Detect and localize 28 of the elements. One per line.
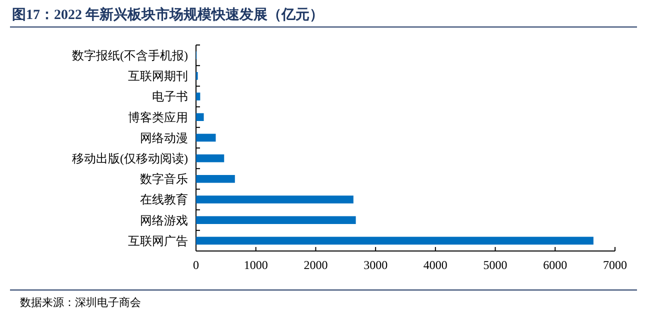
y-tick-label: 网络动漫	[140, 130, 188, 145]
y-tick-label: 数字音乐	[140, 172, 188, 186]
y-tick-label: 网络游戏	[140, 213, 188, 228]
bar	[196, 174, 235, 183]
x-tick-label: 6000	[543, 258, 568, 272]
y-tick-label: 博客类应用	[128, 110, 188, 124]
source-note: 数据来源：深圳电子商会	[20, 296, 141, 309]
chart-title: 图17：2022 年新兴板块市场规模快速发展（亿元）	[12, 6, 324, 23]
y-tick-label: 互联网广告	[128, 234, 188, 248]
x-tick-label: 4000	[423, 258, 448, 272]
x-tick-label: 2000	[304, 258, 328, 272]
y-tick-label: 移动出版(仅移动阅读)	[72, 152, 188, 166]
bar	[196, 134, 216, 142]
bar	[196, 216, 356, 224]
y-tick-label: 在线教育	[140, 192, 188, 207]
x-tick-label: 3000	[364, 258, 388, 272]
x-tick-label: 1000	[244, 258, 268, 272]
x-tick-label: 5000	[483, 258, 508, 272]
bar	[196, 196, 354, 204]
bar	[196, 236, 594, 245]
bar	[196, 113, 204, 122]
bar	[196, 154, 224, 162]
x-tick-label: 0	[193, 258, 199, 272]
y-tick-label: 电子书	[152, 90, 188, 104]
x-tick-label: 7000	[603, 258, 627, 272]
bar	[196, 92, 200, 100]
y-tick-label: 互联网期刊	[128, 69, 188, 84]
y-tick-label: 数字报纸(不含手机报)	[72, 48, 188, 62]
